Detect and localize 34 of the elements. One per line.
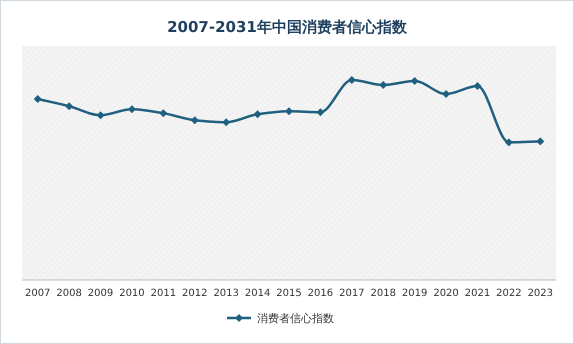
legend-label: 消费者信心指数 bbox=[257, 312, 334, 325]
x-tick-label: 2013 bbox=[213, 288, 239, 299]
point bbox=[379, 81, 388, 89]
x-tick-label: 2007 bbox=[24, 288, 50, 299]
point bbox=[96, 111, 105, 120]
x-tick-label: 2014 bbox=[244, 288, 270, 299]
point bbox=[348, 76, 356, 84]
point bbox=[504, 138, 513, 146]
x-tick-label: 2022 bbox=[496, 288, 522, 299]
point bbox=[442, 90, 450, 98]
chart-title: 2007-2031年中国消费者信心指数 bbox=[167, 18, 408, 36]
x-tick-label: 2018 bbox=[370, 288, 396, 299]
x-tick-label: 2019 bbox=[402, 288, 428, 299]
x-tick-label: 2020 bbox=[433, 288, 459, 299]
x-tick-label: 2021 bbox=[464, 288, 490, 299]
x-tick-label: 2012 bbox=[182, 288, 208, 299]
x-tick-label: 2023 bbox=[528, 288, 554, 299]
x-tick-label: 2017 bbox=[339, 288, 365, 299]
x-tick-label: 2010 bbox=[119, 288, 145, 299]
x-tick-label: 2016 bbox=[308, 288, 334, 299]
x-tick-label: 2009 bbox=[88, 288, 114, 299]
point bbox=[410, 77, 419, 85]
point bbox=[536, 137, 544, 146]
point bbox=[128, 105, 136, 114]
point bbox=[285, 107, 293, 116]
point bbox=[34, 95, 42, 103]
x-tick-label: 2008 bbox=[56, 288, 82, 299]
point bbox=[190, 116, 199, 124]
x-tick-label: 2015 bbox=[276, 288, 302, 299]
point bbox=[65, 102, 74, 110]
point bbox=[159, 109, 168, 118]
x-tick-label: 2011 bbox=[150, 288, 176, 299]
point bbox=[473, 82, 482, 90]
point bbox=[254, 110, 262, 118]
